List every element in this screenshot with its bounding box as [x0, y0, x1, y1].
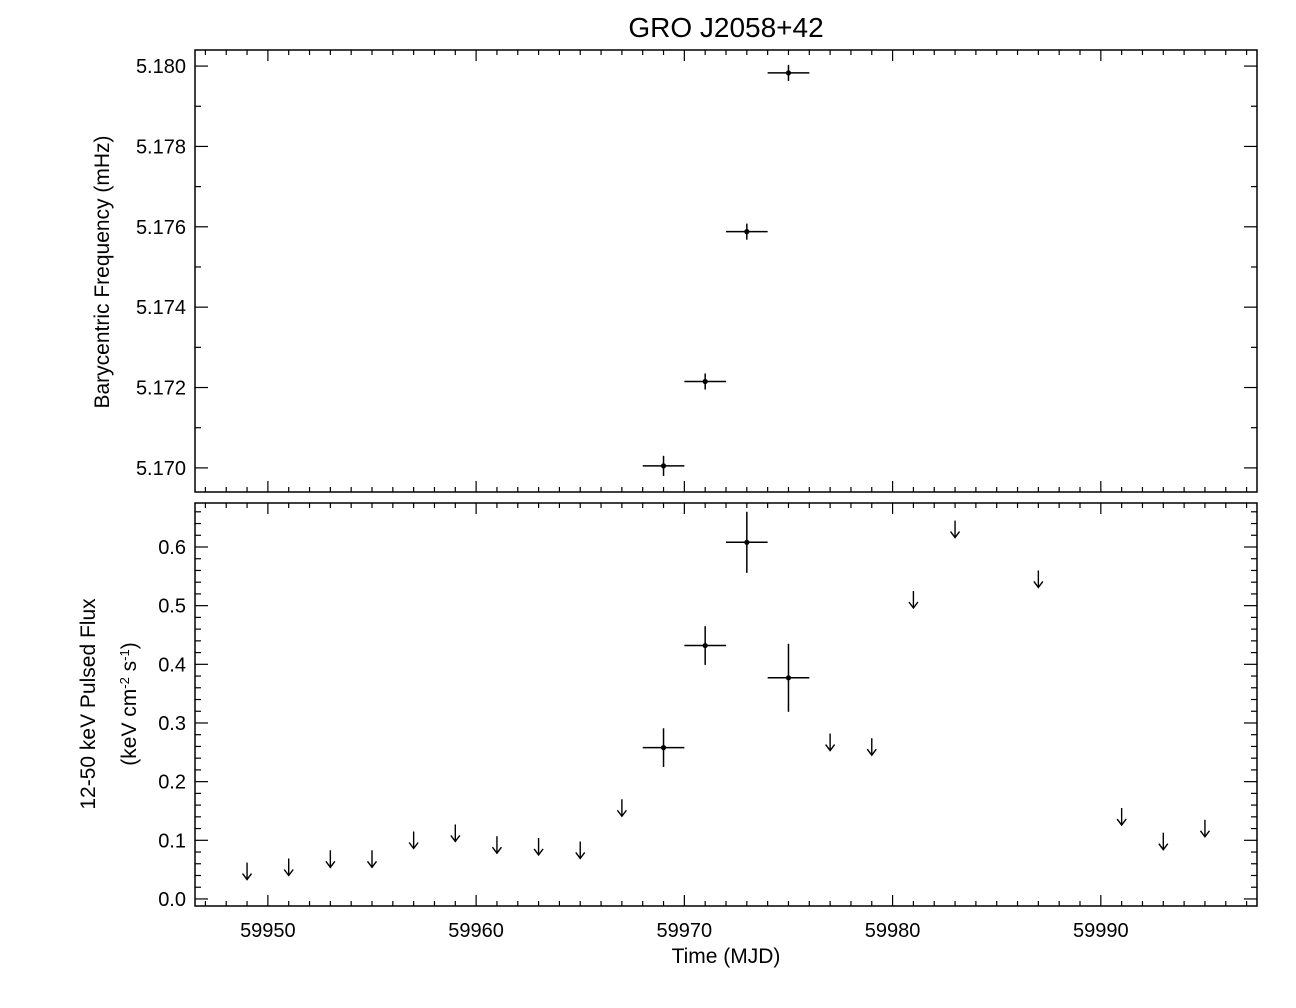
units-part-2: s — [118, 661, 141, 677]
upper-limit-arrow — [1033, 570, 1044, 589]
upper-limit-arrow — [1116, 808, 1127, 827]
arrow-head — [450, 835, 461, 843]
frequency-panel: 5.170 5.172 5.174 5.176 5.178 5.180 — [136, 49, 1258, 493]
y-tick-label: 5.174 — [136, 297, 186, 319]
flux-detection-point — [642, 728, 685, 767]
arrow-head — [408, 842, 419, 850]
y-tick-label: 5.176 — [136, 217, 186, 239]
y-tick-label: 0.4 — [158, 654, 186, 676]
plot-frame — [194, 49, 1258, 493]
arrow-head — [325, 860, 336, 869]
upper-limit-arrow — [491, 836, 503, 855]
x-tick-label: 59990 — [1073, 920, 1129, 942]
upper-limit-arrow — [533, 837, 544, 857]
upper-limit-arrow — [241, 862, 253, 881]
y-tick-label: 5.170 — [136, 458, 186, 480]
data-point — [702, 642, 708, 649]
upper-limit-arrow — [366, 850, 378, 869]
y-tick-label: 5.172 — [136, 378, 186, 400]
data-point — [660, 463, 667, 469]
upper-limit-arrow — [949, 520, 961, 539]
y-tick-label: 0.3 — [158, 713, 186, 735]
data-point — [744, 229, 750, 235]
y-tick-label: 0.1 — [158, 830, 186, 852]
arrow-head — [533, 848, 544, 857]
y-tick-label: 5.180 — [136, 56, 186, 78]
units-exp-1: -2 — [117, 677, 132, 689]
data-point — [660, 745, 667, 751]
data-point — [785, 675, 792, 681]
x-tick-label: 59980 — [865, 920, 921, 942]
y-tick-label: 0.0 — [158, 889, 186, 911]
upper-limit-arrow — [1199, 819, 1211, 838]
data-point — [785, 70, 792, 76]
y-tick-label: 0.2 — [158, 772, 186, 794]
arrow-head — [575, 852, 586, 860]
upper-limit-arrow — [450, 824, 461, 843]
frequency-point — [767, 64, 810, 81]
x-tick-label: 59950 — [240, 920, 296, 942]
arrow-head — [491, 846, 503, 855]
x-axis-label: Time (MJD) — [672, 945, 781, 968]
x-tick-label: 59960 — [448, 920, 504, 942]
bottom-y-axis-label: 12-50 keV Pulsed Flux — [77, 598, 100, 810]
y-tick-label: 0.5 — [158, 596, 186, 618]
data-point — [744, 539, 750, 545]
units-part-1: (keV cm — [118, 689, 141, 766]
arrow-head — [616, 809, 627, 818]
arrow-head — [1033, 581, 1044, 589]
upper-limit-arrow — [866, 738, 877, 757]
units-part-3: ) — [118, 642, 141, 649]
upper-limit-arrow — [408, 831, 419, 850]
bottom-y-axis-units-label: (keV cm-2 s-1) — [117, 642, 142, 765]
x-tick-label: 59970 — [657, 920, 713, 942]
arrow-head — [1116, 818, 1127, 827]
flux-detection-point — [767, 643, 810, 712]
upper-limit-arrow — [283, 858, 294, 877]
chart-title: GRO J2058+42 — [628, 12, 823, 43]
arrow-head — [949, 531, 961, 539]
upper-limit-arrow — [325, 850, 336, 869]
flux-detection-point — [726, 511, 768, 573]
units-exp-2: -1 — [117, 649, 132, 661]
upper-limit-arrow — [825, 733, 836, 752]
frequency-point — [726, 223, 768, 240]
upper-limit-arrow — [1158, 832, 1169, 851]
arrow-head — [241, 873, 253, 881]
upper-limit-arrow — [908, 590, 919, 610]
arrow-head — [1158, 843, 1169, 851]
upper-limit-arrow — [575, 841, 586, 860]
pulsed-flux-panel: 59950 59960 59970 59980 59990 0.0 0.1 0.2 0.3 0.4… — [158, 502, 1258, 942]
arrow-head — [908, 601, 919, 610]
arrow-head — [283, 869, 294, 877]
arrow-head — [366, 860, 378, 869]
y-tick-label: 5.178 — [136, 136, 186, 158]
frequency-point — [684, 373, 726, 390]
arrow-head — [1199, 830, 1211, 838]
upper-limit-arrow — [616, 799, 627, 818]
arrow-head — [825, 744, 836, 752]
plot-frame — [194, 502, 1258, 907]
data-point — [702, 378, 708, 385]
flux-detection-point — [684, 626, 726, 665]
top-y-axis-label: Barycentric Frequency (mHz) — [91, 135, 114, 408]
frequency-point — [642, 455, 685, 476]
arrow-head — [866, 748, 877, 757]
y-tick-label: 0.6 — [158, 537, 186, 559]
